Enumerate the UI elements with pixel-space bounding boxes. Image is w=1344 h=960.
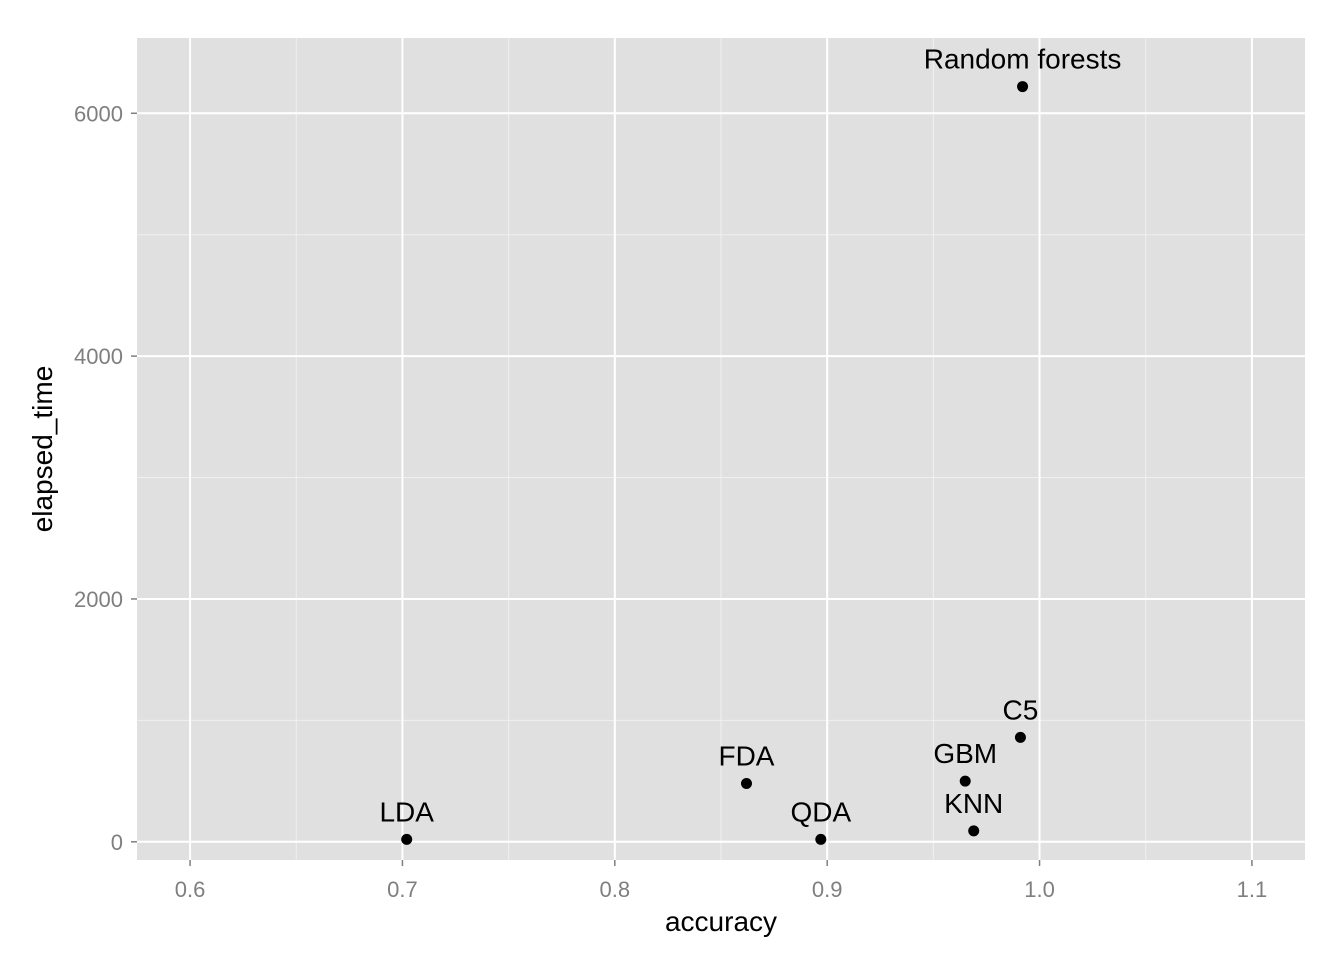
data-point-label: Random forests xyxy=(924,44,1122,75)
x-tick-label: 0.7 xyxy=(387,877,418,902)
y-axis-tick-labels: 0 2000 4000 6000 xyxy=(74,101,123,855)
x-tick-label: 1.0 xyxy=(1024,877,1055,902)
data-point xyxy=(401,833,413,845)
data-point-label: C5 xyxy=(1003,694,1039,725)
data-points xyxy=(401,81,1029,845)
data-point xyxy=(1017,81,1029,93)
y-tick-label: 4000 xyxy=(74,344,123,369)
y-tick-label: 6000 xyxy=(74,101,123,126)
y-tick-label: 2000 xyxy=(74,587,123,612)
data-point-label: QDA xyxy=(790,796,851,827)
data-point-label: FDA xyxy=(718,741,774,772)
data-point-labels: LDA FDA QDA GBM KNN C5 Random forests xyxy=(379,44,1121,828)
x-tick-label: 0.9 xyxy=(812,877,843,902)
y-axis-title: elapsed_time xyxy=(27,366,58,533)
data-point xyxy=(815,833,827,845)
x-tick-label: 0.6 xyxy=(175,877,206,902)
y-tick-label: 0 xyxy=(111,830,123,855)
major-gridlines xyxy=(137,38,1305,860)
x-axis-title: accuracy xyxy=(665,906,777,937)
data-point xyxy=(959,775,971,787)
data-point-label: GBM xyxy=(933,738,997,769)
x-tick-label: 0.8 xyxy=(600,877,631,902)
data-point-label: KNN xyxy=(944,788,1003,819)
x-axis-tick-labels: 0.6 0.7 0.8 0.9 1.0 1.1 xyxy=(175,877,1267,902)
minor-gridlines xyxy=(137,38,1305,860)
data-point xyxy=(968,825,980,837)
x-tick-label: 1.1 xyxy=(1237,877,1268,902)
data-point xyxy=(1014,731,1026,743)
data-point-label: LDA xyxy=(379,796,434,827)
data-point xyxy=(740,778,752,790)
axis-ticks xyxy=(131,112,1253,866)
